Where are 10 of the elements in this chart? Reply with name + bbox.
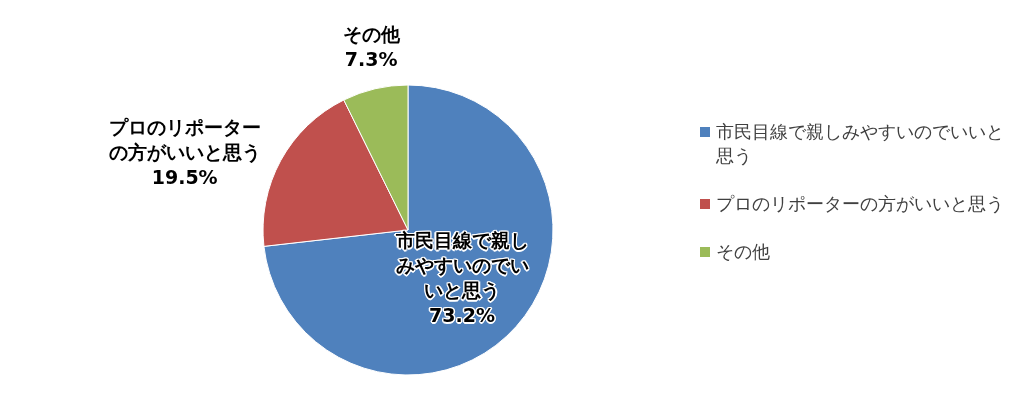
data-label: 19.5% [151, 164, 218, 190]
legend-label: その他 [716, 239, 771, 264]
pie-slice [263, 84, 554, 376]
data-label: 7.3% [344, 46, 398, 72]
slice-label: プロのリポーターの方がいいと思う [107, 114, 262, 165]
legend-label: 市民目線で親しみやすいのでいいと思う [716, 119, 1005, 168]
slice-label: 市民目線で親しみやすいのでいいと思う [394, 228, 530, 304]
legend-label: プロのリポーターの方がいいと思う [716, 191, 1005, 216]
slice-label: その他 [342, 21, 400, 47]
data-label: 73.2% [429, 303, 496, 329]
